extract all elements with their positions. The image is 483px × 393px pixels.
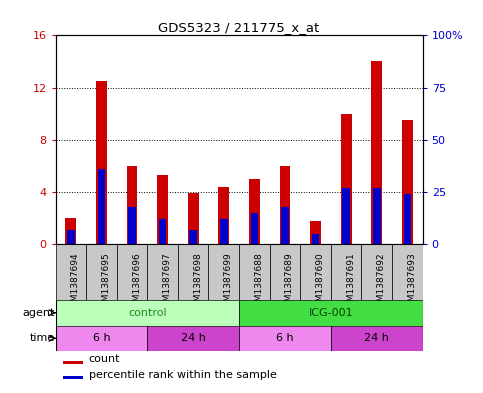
Text: GSM1387697: GSM1387697 (163, 253, 171, 313)
Bar (159, 219, 167, 244)
Bar (157, 175, 168, 244)
Bar (341, 114, 352, 244)
Bar (178, 244, 209, 300)
Bar (63, 361, 83, 364)
Bar (86, 244, 117, 300)
Text: count: count (88, 354, 120, 364)
Text: GSM1387688: GSM1387688 (255, 253, 263, 313)
Bar (56, 244, 86, 300)
Text: 24 h: 24 h (364, 333, 389, 343)
Bar (249, 179, 260, 244)
Bar (127, 166, 137, 244)
Title: GDS5323 / 211775_x_at: GDS5323 / 211775_x_at (158, 21, 320, 34)
Bar (251, 213, 258, 244)
Bar (218, 187, 229, 244)
Bar (189, 230, 197, 244)
Text: 24 h: 24 h (181, 333, 206, 343)
Bar (220, 219, 227, 244)
Text: percentile rank within the sample: percentile rank within the sample (88, 369, 276, 380)
Bar (373, 188, 381, 244)
Bar (310, 221, 321, 244)
Bar (361, 244, 392, 300)
Bar (402, 120, 412, 244)
Bar (342, 188, 350, 244)
Text: GSM1387694: GSM1387694 (71, 253, 80, 313)
Bar (371, 61, 382, 244)
Bar (209, 244, 239, 300)
Bar (98, 169, 105, 244)
Text: control: control (128, 308, 167, 318)
Bar (239, 325, 331, 351)
Bar (239, 244, 270, 300)
Text: GSM1387690: GSM1387690 (315, 253, 325, 313)
Bar (96, 81, 107, 244)
Bar (270, 244, 300, 300)
Text: GSM1387689: GSM1387689 (285, 253, 294, 313)
Text: time: time (29, 333, 55, 343)
Text: ICG-001: ICG-001 (309, 308, 353, 318)
Bar (117, 244, 147, 300)
Text: GSM1387696: GSM1387696 (132, 253, 141, 313)
Bar (147, 325, 239, 351)
Bar (331, 325, 423, 351)
Text: GSM1387692: GSM1387692 (377, 253, 386, 313)
Bar (56, 325, 147, 351)
Text: 6 h: 6 h (93, 333, 110, 343)
Text: GSM1387699: GSM1387699 (224, 253, 233, 313)
Bar (392, 244, 423, 300)
Bar (280, 166, 290, 244)
Text: GSM1387695: GSM1387695 (101, 253, 111, 313)
Bar (147, 244, 178, 300)
Bar (63, 376, 83, 379)
Text: GSM1387691: GSM1387691 (346, 253, 355, 313)
Bar (67, 230, 75, 244)
Bar (281, 207, 289, 244)
Bar (188, 193, 199, 244)
Bar (56, 300, 239, 325)
Bar (312, 234, 319, 244)
Bar (331, 244, 361, 300)
Bar (128, 207, 136, 244)
Bar (66, 218, 76, 244)
Text: 6 h: 6 h (276, 333, 294, 343)
Text: GSM1387698: GSM1387698 (193, 253, 202, 313)
Text: agent: agent (23, 308, 55, 318)
Text: GSM1387693: GSM1387693 (407, 253, 416, 313)
Bar (239, 300, 423, 325)
Bar (300, 244, 331, 300)
Bar (403, 194, 411, 244)
